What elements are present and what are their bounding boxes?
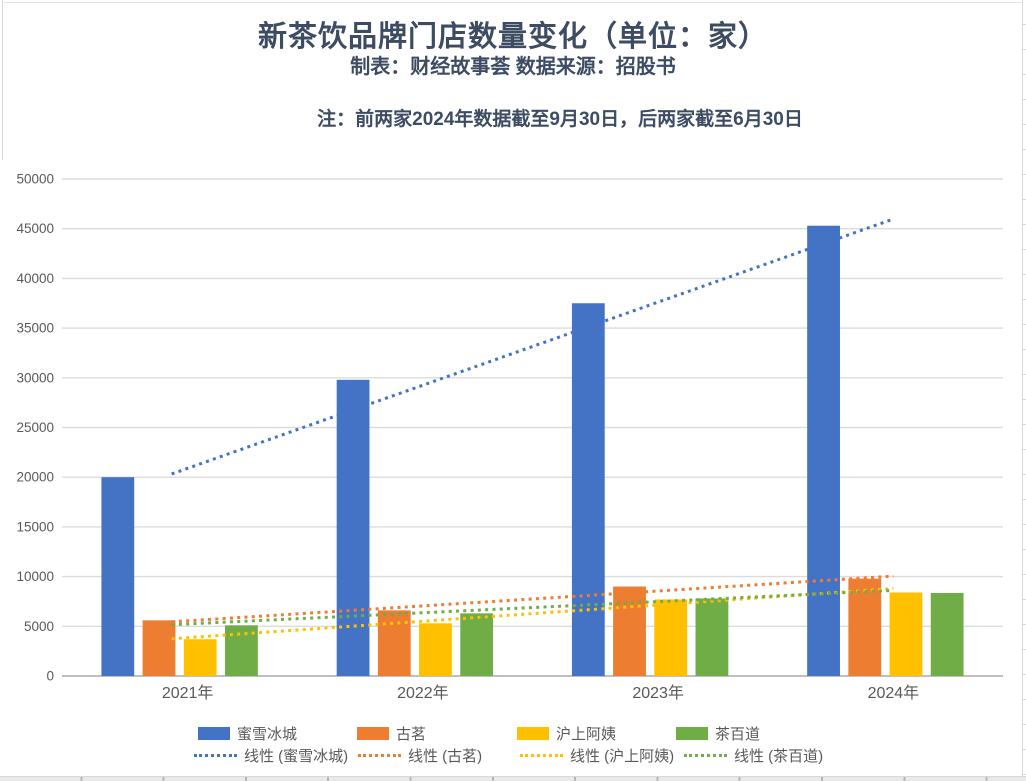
bar — [848, 578, 882, 676]
trendline — [171, 574, 894, 624]
chart-subtitle: 制表：财经故事荟 数据来源：招股书 — [350, 56, 676, 78]
bar — [336, 379, 370, 676]
y-axis-tick-label: 15000 — [16, 519, 54, 534]
legend-label: 茶百道 — [715, 726, 761, 743]
bar — [571, 303, 605, 676]
legend-item-series: 蜜雪冰城 — [198, 723, 297, 744]
trendline — [171, 217, 894, 476]
legend-item-trendline: 线性 (茶百道) — [684, 745, 823, 766]
y-axis-tick-label: 50000 — [16, 172, 54, 187]
legend-item-series: 沪上阿姨 — [517, 723, 616, 744]
legend-color-swatch — [676, 727, 708, 740]
trendline — [171, 588, 894, 627]
legend-dotted-line-swatch — [194, 754, 237, 757]
bar — [183, 639, 217, 676]
legend-label: 线性 (茶百道) — [734, 748, 824, 765]
chart-note: 注：前两家2024年数据截至9月30日，后两家截至6月30日 — [317, 109, 803, 130]
trendline — [171, 586, 894, 641]
x-axis-category-label: 2023年 — [632, 684, 684, 702]
spreadsheet-row-border — [4, 2, 1022, 3]
bar — [695, 598, 729, 676]
bar — [377, 610, 411, 676]
y-axis-tick-label: 20000 — [16, 470, 54, 485]
y-axis-tick-label: 0 — [46, 669, 54, 684]
bar — [807, 225, 840, 676]
legend-label: 线性 (蜜雪冰城) — [244, 748, 349, 765]
y-axis-tick-label: 45000 — [16, 221, 54, 236]
legend-label: 线性 (古茗) — [408, 748, 483, 765]
spreadsheet-column-border — [2, 0, 3, 160]
legend-trendline-row: 线性 (蜜雪冰城) 线性 (古茗) 线性 (沪上阿姨) 线性 (茶百道) — [0, 745, 1026, 767]
bar — [419, 623, 452, 676]
spreadsheet-row-ticks — [1023, 0, 1026, 781]
x-axis-category-label: 2022年 — [397, 684, 449, 702]
legend-color-swatch — [517, 727, 549, 740]
y-axis-tick-label: 40000 — [16, 271, 54, 286]
y-axis-tick-label: 5000 — [24, 619, 54, 634]
legend-color-swatch — [357, 727, 389, 740]
legend-color-swatch — [198, 727, 230, 740]
bar — [101, 477, 135, 676]
legend-item-series: 古茗 — [357, 723, 426, 744]
x-axis-category-label: 2024年 — [868, 684, 920, 702]
legend-item-trendline: 线性 (古茗) — [358, 745, 482, 766]
spreadsheet-column-border — [1022, 0, 1023, 781]
legend-label: 蜜雪冰城 — [237, 726, 298, 743]
y-axis-tick-label: 25000 — [16, 420, 54, 435]
spreadsheet-cell-row — [0, 776, 1026, 781]
legend-dotted-line-swatch — [520, 754, 563, 757]
legend-dotted-line-swatch — [358, 754, 401, 757]
legend-series-row: 蜜雪冰城 古茗 沪上阿姨 茶百道 — [0, 723, 1026, 745]
y-axis-tick-label: 30000 — [16, 370, 54, 385]
x-axis-category-label: 2021年 — [162, 684, 214, 702]
y-axis-tick-label: 10000 — [16, 569, 54, 584]
legend-dotted-line-swatch — [684, 754, 727, 757]
legend-item-trendline: 线性 (沪上阿姨) — [520, 745, 674, 766]
bar — [225, 625, 258, 676]
bar — [460, 613, 494, 676]
legend-item-trendline: 线性 (蜜雪冰城) — [194, 745, 348, 766]
bar — [889, 592, 923, 676]
legend-item-series: 茶百道 — [676, 723, 760, 744]
legend-label: 线性 (沪上阿姨) — [570, 748, 675, 765]
y-axis-tick-label: 35000 — [16, 321, 54, 336]
legend-label: 沪上阿姨 — [556, 726, 617, 743]
bar — [142, 620, 176, 676]
bar — [654, 599, 688, 676]
bar — [613, 586, 646, 676]
legend-label: 古茗 — [396, 726, 427, 743]
chart-title: 新茶饮品牌门店数量变化（单位：家） — [257, 21, 768, 53]
bar — [930, 593, 964, 676]
